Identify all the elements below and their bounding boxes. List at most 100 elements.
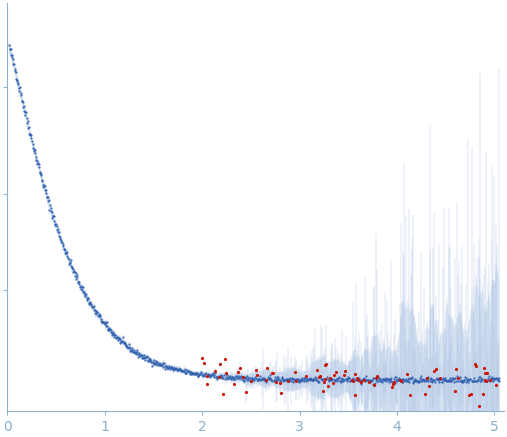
Point [205, 371, 213, 378]
Point [457, 377, 465, 384]
Point [5, 42, 13, 49]
Point [455, 374, 463, 381]
Point [133, 349, 141, 356]
Point [399, 378, 407, 385]
Point [267, 376, 275, 383]
Point [113, 333, 121, 340]
Point [375, 375, 383, 382]
Point [51, 221, 59, 228]
Point [29, 146, 38, 153]
Point [78, 284, 86, 291]
Point [459, 378, 467, 385]
Point [11, 67, 19, 74]
Point [187, 370, 195, 377]
Point [401, 377, 409, 384]
Point [246, 378, 254, 385]
Point [431, 378, 439, 385]
Point [39, 177, 47, 184]
Point [44, 193, 52, 200]
Point [269, 369, 277, 376]
Point [105, 325, 113, 332]
Point [78, 287, 86, 294]
Point [426, 375, 434, 382]
Point [79, 284, 87, 291]
Point [430, 368, 438, 375]
Point [103, 323, 112, 329]
Point [256, 377, 264, 384]
Point [484, 375, 492, 382]
Point [273, 375, 281, 382]
Point [243, 377, 251, 384]
Point [480, 378, 488, 385]
Point [447, 377, 455, 384]
Point [419, 375, 427, 382]
Point [416, 375, 424, 382]
Point [90, 306, 98, 313]
Point [216, 361, 224, 368]
Point [177, 366, 186, 373]
Point [60, 246, 68, 253]
Point [328, 376, 336, 383]
Point [316, 374, 324, 381]
Point [454, 377, 462, 384]
Point [137, 351, 145, 358]
Point [128, 345, 136, 352]
Point [236, 364, 244, 371]
Point [334, 375, 342, 382]
Point [342, 375, 350, 382]
Point [272, 379, 280, 386]
Point [358, 376, 366, 383]
Point [83, 294, 91, 301]
Point [148, 362, 156, 369]
Point [192, 370, 200, 377]
Point [320, 378, 329, 385]
Point [404, 378, 412, 385]
Point [307, 376, 315, 383]
Point [387, 377, 395, 384]
Point [117, 339, 125, 346]
Point [417, 372, 425, 379]
Point [365, 378, 373, 385]
Point [420, 376, 428, 383]
Point [244, 375, 252, 382]
Point [49, 213, 57, 220]
Point [414, 378, 422, 385]
Point [336, 377, 344, 384]
Point [463, 377, 471, 384]
Point [119, 334, 127, 341]
Point [262, 378, 270, 385]
Point [474, 376, 482, 383]
Point [394, 376, 402, 383]
Point [278, 375, 286, 382]
Point [122, 341, 130, 348]
Point [416, 378, 424, 385]
Point [107, 328, 115, 335]
Point [423, 375, 431, 382]
Point [38, 176, 46, 183]
Point [66, 257, 75, 264]
Point [488, 373, 496, 380]
Point [353, 377, 361, 384]
Point [169, 366, 177, 373]
Point [129, 348, 137, 355]
Point [329, 379, 337, 386]
Point [173, 367, 182, 374]
Point [352, 376, 360, 383]
Point [150, 360, 158, 367]
Point [79, 289, 87, 296]
Point [21, 109, 29, 116]
Point [339, 378, 347, 385]
Point [290, 375, 298, 382]
Point [249, 376, 258, 383]
Point [182, 370, 190, 377]
Point [84, 295, 92, 302]
Point [292, 368, 300, 375]
Point [167, 364, 175, 371]
Point [91, 306, 99, 313]
Point [131, 349, 139, 356]
Point [284, 376, 292, 383]
Point [8, 52, 16, 59]
Point [44, 198, 52, 205]
Point [428, 379, 436, 386]
Point [49, 212, 57, 219]
